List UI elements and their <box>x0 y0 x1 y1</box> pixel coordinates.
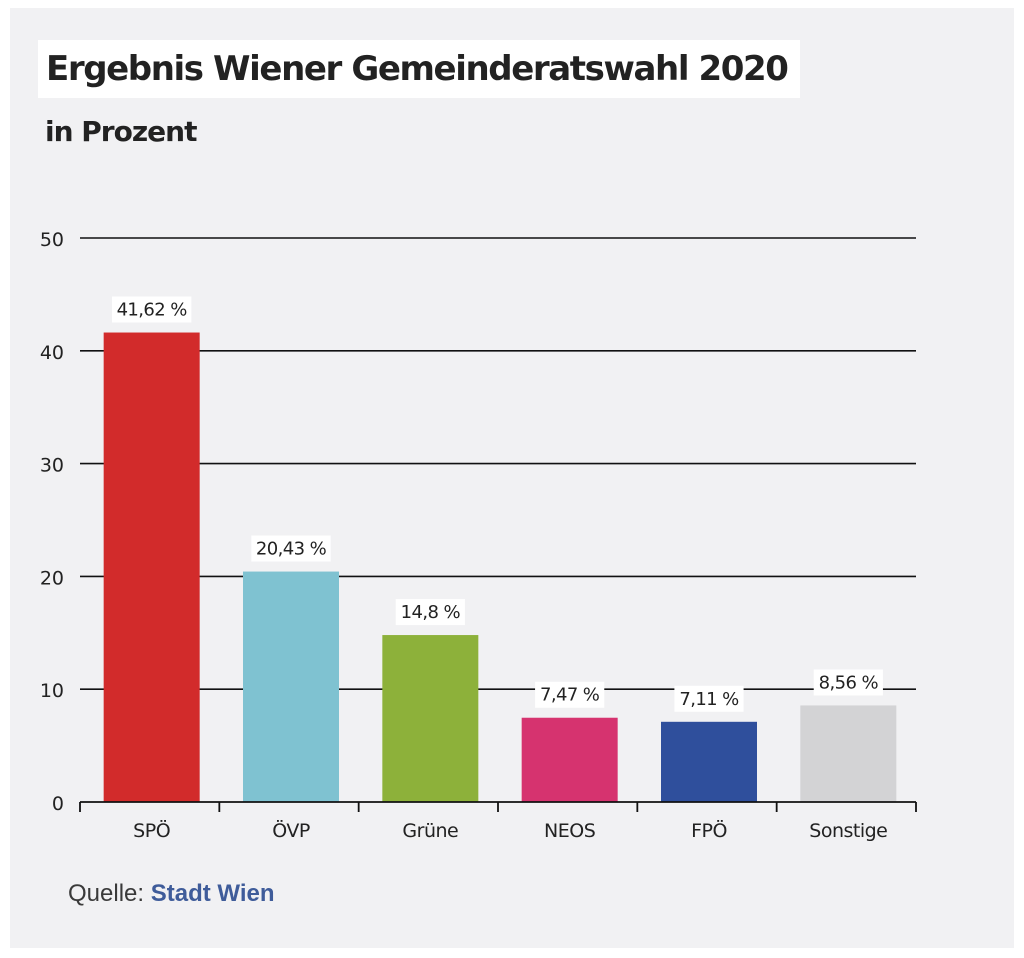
x-tick-label: Sonstige <box>809 820 887 842</box>
x-tick-label: Grüne <box>402 820 458 842</box>
bar <box>661 721 757 802</box>
source-label: Quelle: <box>68 880 145 907</box>
bar <box>103 332 200 802</box>
value-label-bg <box>251 535 331 562</box>
source-link[interactable]: Stadt Wien <box>150 880 275 907</box>
value-label-bg <box>674 685 744 712</box>
value-label-bg <box>111 296 192 323</box>
y-tick-label: 30 <box>40 455 64 477</box>
y-tick-label: 50 <box>40 229 64 251</box>
value-label-bg <box>813 669 883 696</box>
value-label: 20,43 % <box>256 539 327 560</box>
value-label: 8,56 % <box>819 672 879 693</box>
x-tick-label: NEOS <box>544 820 595 842</box>
x-tick-label: SPÖ <box>133 819 170 842</box>
chart-subtitle: in Prozent <box>45 115 197 148</box>
y-tick-label: 10 <box>40 680 64 702</box>
value-label: 14,8 % <box>401 602 461 623</box>
bar <box>243 571 339 802</box>
bar <box>382 635 479 802</box>
bar <box>800 705 897 802</box>
x-tick-label: ÖVP <box>272 819 310 842</box>
y-tick-label: 0 <box>52 793 64 815</box>
source-line: Quelle: Stadt Wien <box>68 880 275 908</box>
bar <box>521 717 618 802</box>
value-label: 7,47 % <box>540 685 600 706</box>
value-label: 7,11 % <box>679 689 739 710</box>
value-label-bg <box>395 599 465 626</box>
y-tick-label: 40 <box>40 342 64 364</box>
value-label: 41,62 % <box>117 300 188 321</box>
value-label-bg <box>535 681 605 708</box>
x-tick-label: FPÖ <box>691 819 727 842</box>
chart-title: Ergebnis Wiener Gemeinderatswahl 2020 <box>38 40 800 98</box>
y-tick-label: 20 <box>40 567 64 589</box>
